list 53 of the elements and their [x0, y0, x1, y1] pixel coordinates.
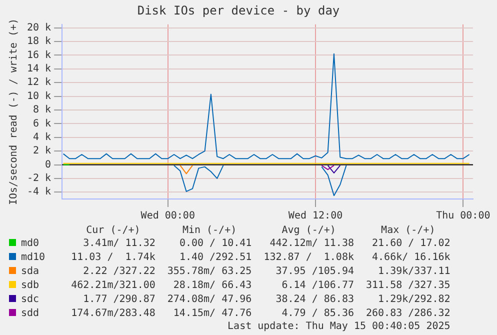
y-tick-label: 14 k [26, 64, 52, 74]
y-tick-label: 2 k [33, 146, 52, 157]
y-tick-label: 6 k [33, 118, 52, 130]
y-tick-label: 10 k [26, 90, 52, 102]
text: 4.66k/ 16.16k [371, 251, 452, 265]
text: 14.15m/ 47.76 [172, 307, 253, 321]
legend-label: sdb [21, 280, 40, 291]
text: 355.78m/ 63.25 [166, 265, 253, 279]
text: Max (-/+) [380, 225, 436, 237]
y-tick-label: 18 k [26, 36, 52, 48]
y-tick-label: -4 k [26, 186, 52, 198]
x-tick-label: Thu 00:00 [436, 210, 490, 222]
y-tick-label: 4 k [33, 132, 52, 143]
text: 1.77 /290.87 [82, 293, 156, 307]
text: 1.29k/292.82 [377, 293, 452, 307]
text: 11.03 / 1.74k [70, 251, 156, 265]
text: 132.87 / 1.08k [262, 251, 355, 265]
text: 38.24 / 86.83 [274, 293, 355, 307]
text: 21.60 / 17.02 [371, 237, 452, 251]
y-axis-title: IOs/second read (-) / write (+) [8, 18, 20, 206]
text: 3.41m/ 11.32 [82, 237, 156, 251]
text: 1.39k/337.11 [377, 265, 452, 279]
text: 442.12m/ 11.38 [268, 237, 355, 251]
legend-label: sdc [21, 294, 40, 305]
text: 6.14 /106.77 [280, 279, 355, 293]
y-tick-label: -2 k [26, 173, 52, 184]
y-tick-label: 20 k [26, 22, 52, 34]
text: 1.40 /292.51 [178, 251, 253, 265]
x-tick-label: Wed 00:00 [140, 210, 195, 222]
text: 4.79 / 85.36 [280, 307, 355, 321]
legend-label: sda [21, 266, 40, 277]
text: Avg (-/+) [280, 225, 337, 237]
y-tick-label: 8 k [33, 104, 52, 116]
text: Min (-/+) [181, 225, 238, 237]
text: 0.00 / 10.41 [178, 237, 253, 251]
text: Cur (-/+) [85, 225, 142, 237]
y-tick-label: 0 [45, 159, 52, 170]
text: 37.95 /105.94 [274, 265, 355, 279]
text: 274.08m/ 47.96 [166, 293, 253, 307]
chart-title: Disk IOs per device - by day [137, 3, 340, 18]
legend-label: md0 [21, 238, 40, 249]
text: Last update: Thu May 15 00:40:05 2025 [226, 321, 452, 333]
text: 2.22 /327.22 [82, 265, 156, 279]
text: 28.18m/ 66.43 [172, 279, 253, 293]
y-tick-label: 12 k [26, 77, 52, 88]
text: 311.58 /327.35 [365, 279, 452, 293]
legend-label: md10 [21, 252, 46, 263]
x-tick-label: Wed 12:00 [288, 210, 343, 222]
text: 462.21m/321.00 [70, 279, 156, 293]
y-tick-label: 16 k [26, 50, 52, 61]
legend-label: sdd [21, 308, 40, 319]
text: 174.67m/283.48 [70, 307, 156, 321]
text: 260.83 /286.32 [365, 307, 452, 321]
